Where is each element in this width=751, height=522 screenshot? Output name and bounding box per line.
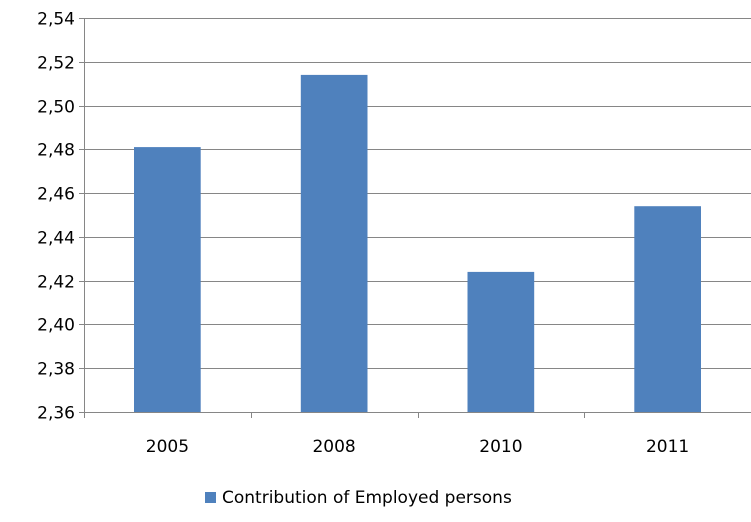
x-tick-label: 2011 [646,437,689,457]
y-tick-label: 2,50 [37,98,75,118]
x-tick-label: 2010 [479,437,522,457]
bar [300,74,368,413]
y-tick-label: 2,36 [37,404,75,424]
y-tick-label: 2,54 [37,10,75,30]
legend: Contribution of Employed persons [205,488,512,508]
bar [134,147,201,412]
y-tick-label: 2,52 [37,54,75,74]
bars [134,74,701,413]
y-tick-label: 2,44 [37,229,75,249]
y-tick-label: 2,40 [37,316,75,336]
y-tick-label: 2,48 [37,141,75,161]
x-tick-label: 2008 [312,437,355,457]
y-tick-label: 2,38 [37,360,75,380]
tick-labels: 2,36 2,38 2,40 2,42 2,44 2,46 2,48 2,50 2,52 2,54… [37,10,689,458]
legend-label: Contribution of Employed persons [222,488,512,508]
axes [79,18,751,418]
legend-swatch [205,492,216,503]
y-tick-label: 2,42 [37,273,75,293]
bar [467,271,535,412]
x-tick-label: 2005 [146,437,189,457]
bar [634,206,701,412]
y-tick-label: 2,46 [37,185,75,205]
